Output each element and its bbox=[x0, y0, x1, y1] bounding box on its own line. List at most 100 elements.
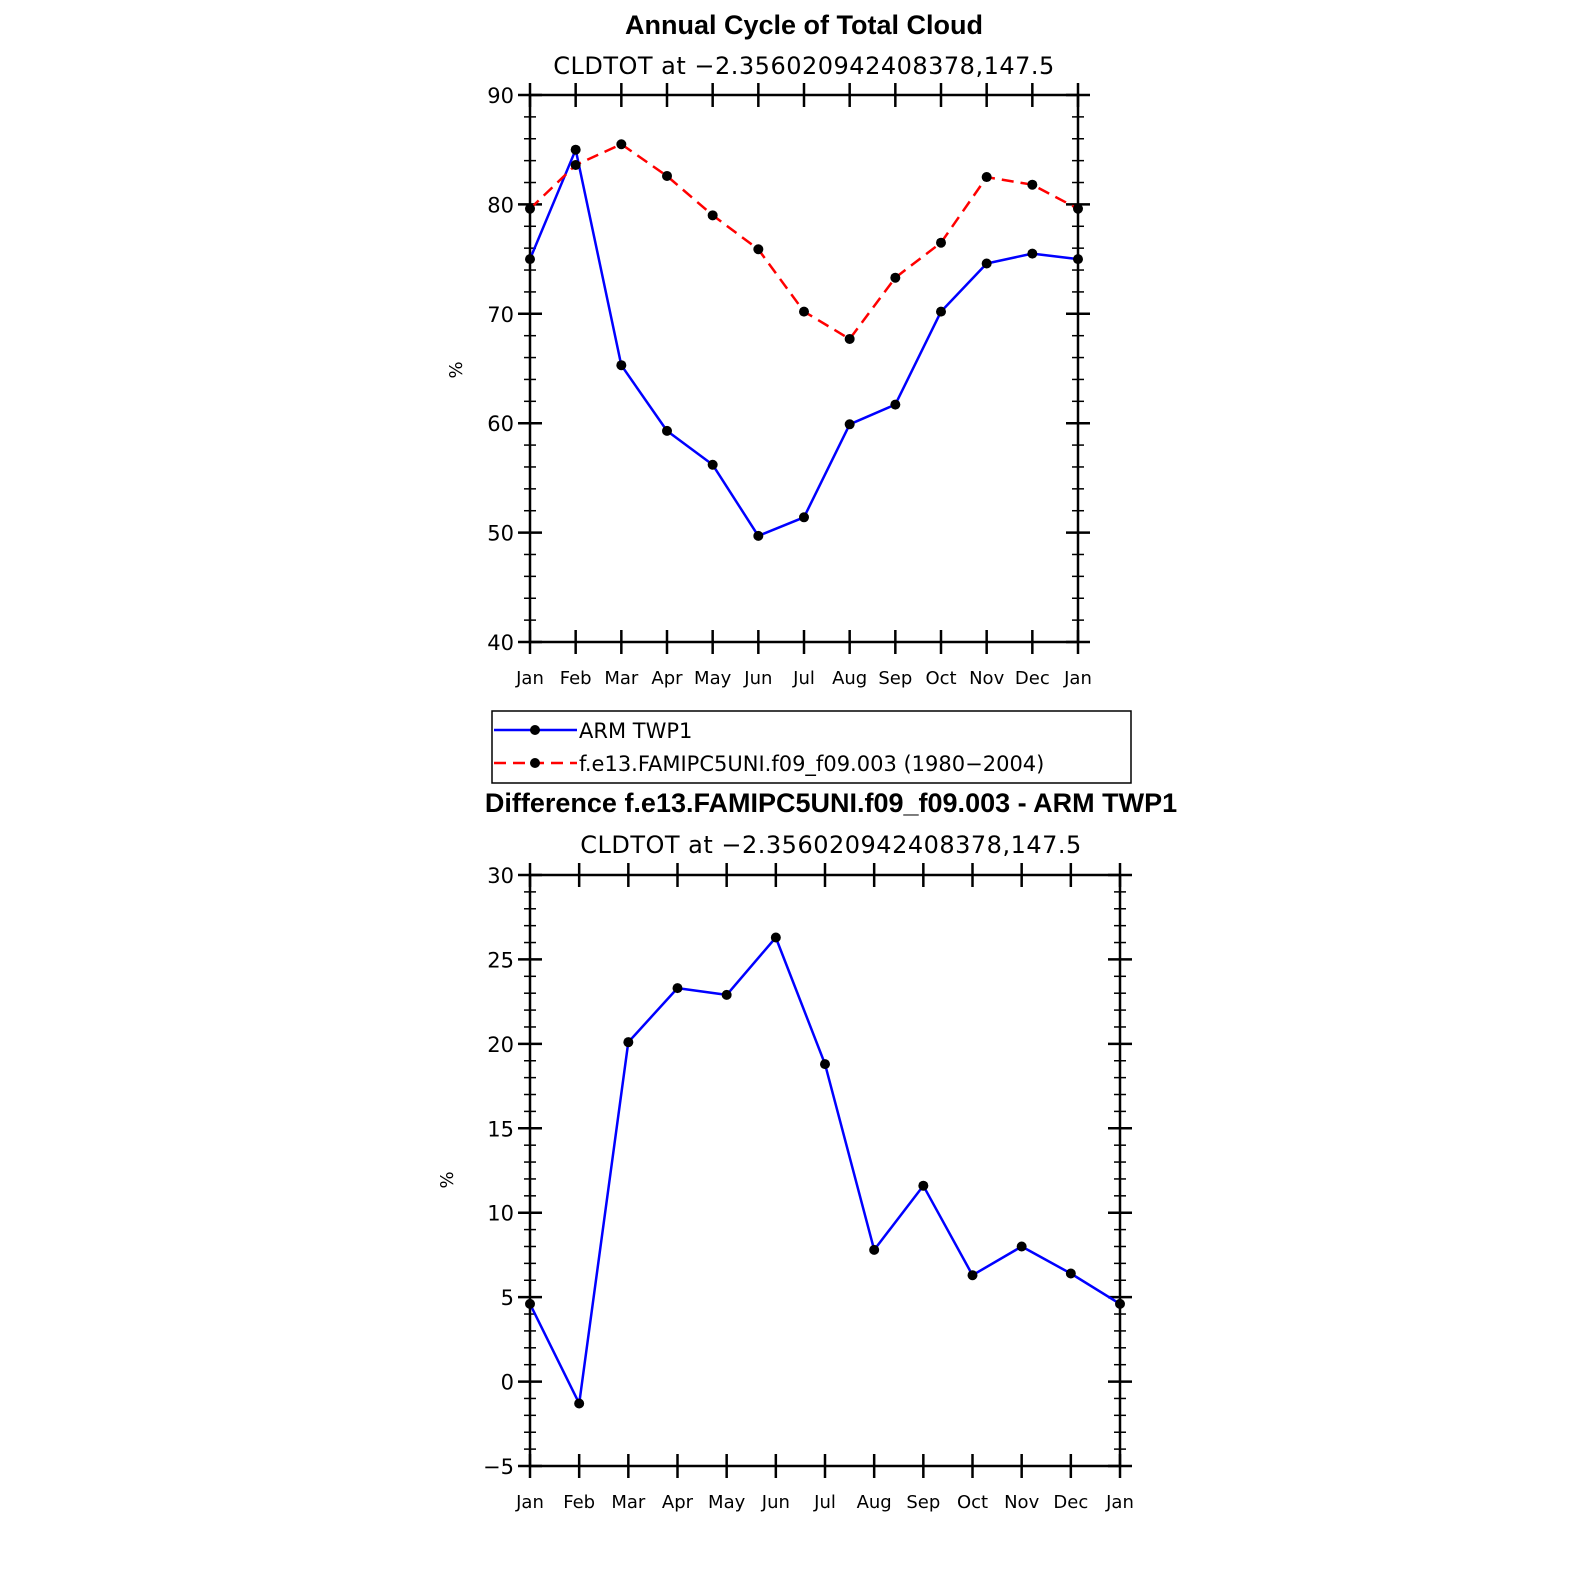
chart-2-series-line-difference bbox=[528, 936, 1121, 1405]
chart-1-xtick-label: Aug bbox=[832, 668, 867, 689]
chart-2-data-point bbox=[820, 1059, 830, 1070]
legend-label-arm-twp1: ARM TWP1 bbox=[579, 719, 692, 743]
chart-2-data-point bbox=[869, 1244, 880, 1255]
chart-2-data-point bbox=[1065, 1268, 1076, 1279]
chart-1-data-point bbox=[1027, 179, 1038, 190]
chart-1-xtick-label: Jan bbox=[515, 668, 544, 689]
chart-1-data-point bbox=[844, 333, 855, 344]
chart-2-subtitle: CLDTOT at −2.356020942408378,147.5 bbox=[580, 831, 1082, 859]
chart-1-xtick-label: Feb bbox=[560, 668, 592, 689]
chart-2-data-point bbox=[574, 1398, 585, 1409]
chart-1-data-point bbox=[525, 203, 535, 214]
chart-1-data-point bbox=[890, 399, 901, 410]
chart-1-xtick-label: Oct bbox=[925, 668, 956, 689]
chart-1-data-point bbox=[1073, 254, 1083, 265]
chart-2-xtick-label: Nov bbox=[1004, 1492, 1039, 1513]
chart-2-data-point bbox=[1115, 1298, 1125, 1309]
chart-2-xtick-label: Oct bbox=[957, 1492, 988, 1513]
legend-entry-arm-twp1: ARM TWP1 bbox=[494, 719, 692, 743]
chart-1-xtick-label: Nov bbox=[969, 668, 1004, 689]
chart-2-data-point bbox=[1016, 1241, 1027, 1252]
chart-1-xtick-label: Dec bbox=[1015, 668, 1050, 689]
chart-2-ytick-label: 5 bbox=[501, 1286, 514, 1310]
chart-1-xtick-label: Apr bbox=[651, 668, 683, 689]
chart-1-data-point bbox=[570, 144, 581, 155]
chart-2-ytick-label: 30 bbox=[487, 864, 514, 888]
chart-2-xtick-label: Jan bbox=[515, 1492, 544, 1513]
chart-1-xtick-label: Jun bbox=[743, 668, 772, 689]
chart-1-data-point bbox=[936, 306, 946, 317]
chart-2-ytick-label: 10 bbox=[487, 1202, 514, 1226]
chart-difference: Difference f.e13.FAMIPC5UNI.f09_f09.003 … bbox=[437, 788, 1177, 1513]
chart-1-data-point bbox=[707, 210, 718, 221]
chart-1-data-point bbox=[616, 360, 627, 371]
chart-2-xtick-label: Sep bbox=[906, 1492, 940, 1513]
chart-1-xtick-label: May bbox=[694, 668, 732, 689]
chart-2-ytick-label: 0 bbox=[501, 1371, 514, 1395]
chart-2-xtick-label: Jun bbox=[761, 1492, 790, 1513]
chart-1-legend: ARM TWP1 f.e13.FAMIPC5UNI.f09_f09.003 (1… bbox=[491, 710, 1132, 784]
chart-2-frame bbox=[528, 873, 1122, 1468]
chart-2-data-point bbox=[770, 932, 781, 943]
chart-2-data-point bbox=[721, 989, 732, 1000]
chart-1-data-point bbox=[753, 530, 764, 541]
chart-1-data-point bbox=[707, 459, 718, 470]
chart-2-ytick-label: 20 bbox=[487, 1033, 514, 1057]
chart-1-ytick-label: 90 bbox=[487, 84, 514, 108]
chart-1-data-point bbox=[525, 254, 535, 265]
chart-2-plot-area: −5 0 5 10 15 20 25 30 Jan Feb Mar Apr May Jun Jul Aug Se… bbox=[483, 863, 1134, 1513]
chart-1-xtick-label: Sep bbox=[878, 668, 912, 689]
chart-2-data-point bbox=[525, 1298, 535, 1309]
chart-2-xtick-label: Apr bbox=[662, 1492, 694, 1513]
chart-2-xtick-label: Jul bbox=[813, 1492, 836, 1513]
chart-1-ytick-label: 60 bbox=[487, 412, 514, 436]
chart-2-xtick-label: Jan bbox=[1105, 1492, 1134, 1513]
chart-1-data-point bbox=[890, 272, 901, 283]
chart-1-data-point bbox=[844, 419, 855, 430]
chart-1-ytick-label: 40 bbox=[487, 631, 514, 655]
chart-1-title: Annual Cycle of Total Cloud bbox=[625, 10, 983, 40]
chart-1-plot-area: 40 50 60 70 80 90 Jan Feb Mar Apr May Jun Jul Aug Sep O… bbox=[487, 83, 1092, 689]
chart-1-ytick-label: 70 bbox=[487, 303, 514, 327]
chart-1-ytick-label: 80 bbox=[487, 193, 514, 217]
chart-2-ytick-label: 15 bbox=[487, 1117, 514, 1141]
chart-1-data-point bbox=[936, 237, 946, 248]
legend-label-model: f.e13.FAMIPC5UNI.f09_f09.003 (1980−2004) bbox=[579, 752, 1044, 777]
chart-2-ytick-label: −5 bbox=[483, 1455, 514, 1479]
chart-1-xtick-label: Jan bbox=[1063, 668, 1092, 689]
chart-2-data-point bbox=[623, 1037, 634, 1048]
chart-1-data-point bbox=[799, 306, 809, 317]
chart-1-data-point bbox=[570, 160, 581, 171]
chart-1-data-point bbox=[1073, 203, 1083, 214]
chart-1-data-point bbox=[799, 512, 809, 523]
chart-2-ylabel: % bbox=[437, 1171, 458, 1188]
chart-2-xtick-label: Feb bbox=[563, 1492, 595, 1513]
chart-1-ytick-label: 50 bbox=[487, 522, 514, 546]
chart-1-data-point bbox=[981, 172, 992, 183]
legend-marker-model bbox=[530, 758, 540, 768]
chart-1-frame bbox=[528, 93, 1080, 644]
legend-box bbox=[491, 710, 1132, 784]
legend-marker-arm-twp1 bbox=[530, 725, 540, 735]
chart-1-series-line-arm-twp1 bbox=[528, 148, 1079, 538]
chart-1-data-point bbox=[753, 244, 764, 255]
chart-2-ytick-label: 25 bbox=[487, 948, 514, 972]
chart-1-data-point bbox=[1027, 248, 1038, 259]
chart-2-xtick-label: Aug bbox=[857, 1492, 892, 1513]
chart-2-data-point bbox=[967, 1270, 978, 1281]
chart-2-xtick-label: Mar bbox=[611, 1492, 646, 1513]
chart-1-data-point bbox=[981, 258, 992, 269]
chart-1-xtick-label: Mar bbox=[604, 668, 639, 689]
chart-2-title: Difference f.e13.FAMIPC5UNI.f09_f09.003 … bbox=[485, 788, 1177, 818]
chart-1-data-point bbox=[662, 425, 672, 436]
chart-1-subtitle: CLDTOT at −2.356020942408378,147.5 bbox=[553, 52, 1055, 80]
chart-2-xtick-label: Dec bbox=[1053, 1492, 1088, 1513]
chart-2-data-point bbox=[672, 983, 683, 994]
chart-2-xtick-label: May bbox=[708, 1492, 746, 1513]
chart-2-data-point bbox=[918, 1180, 929, 1191]
chart-1-xtick-label: Jul bbox=[792, 668, 815, 689]
legend-entry-model: f.e13.FAMIPC5UNI.f09_f09.003 (1980−2004) bbox=[494, 752, 1044, 777]
chart-annual-cycle: Annual Cycle of Total Cloud CLDTOT at −2… bbox=[446, 10, 1132, 784]
chart-1-data-point bbox=[616, 139, 627, 150]
